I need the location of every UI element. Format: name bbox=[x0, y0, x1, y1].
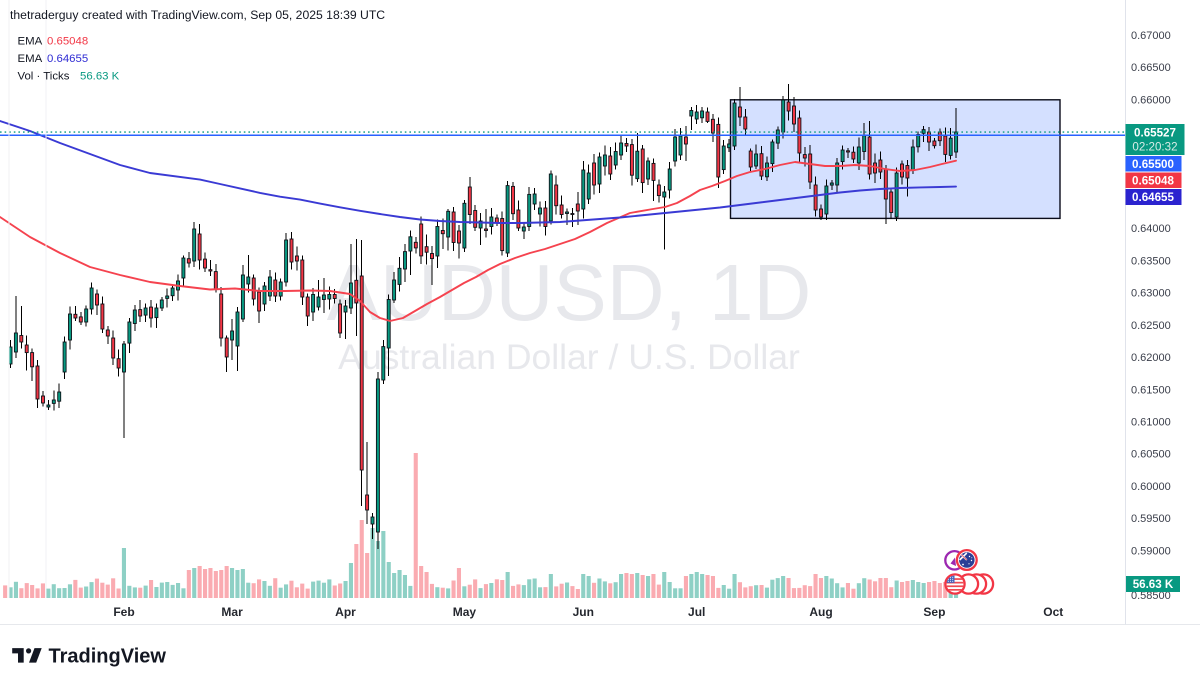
svg-text:Australian Dollar / U.S. Dolla: Australian Dollar / U.S. Dollar bbox=[338, 337, 800, 377]
svg-text:Oct: Oct bbox=[1043, 605, 1063, 619]
svg-text:0.63500: 0.63500 bbox=[1131, 255, 1171, 267]
svg-text:TradingView: TradingView bbox=[49, 646, 167, 668]
svg-text:AUDUSD, 1D: AUDUSD, 1D bbox=[327, 248, 812, 337]
svg-text:0.60500: 0.60500 bbox=[1131, 449, 1171, 461]
svg-text:Jun: Jun bbox=[573, 605, 594, 619]
svg-text:Aug: Aug bbox=[809, 605, 832, 619]
svg-text:0.66000: 0.66000 bbox=[1131, 94, 1171, 106]
svg-text:0.65500: 0.65500 bbox=[1132, 158, 1174, 171]
svg-text:Sep: Sep bbox=[923, 605, 945, 619]
svg-text:0.62000: 0.62000 bbox=[1131, 352, 1171, 364]
svg-text:0.60000: 0.60000 bbox=[1131, 481, 1171, 493]
svg-text:Feb: Feb bbox=[113, 605, 134, 619]
svg-text:0.64000: 0.64000 bbox=[1131, 223, 1171, 235]
svg-text:0.64655: 0.64655 bbox=[47, 53, 88, 65]
svg-text:56.63 K: 56.63 K bbox=[1133, 578, 1174, 591]
svg-text:0.67000: 0.67000 bbox=[1131, 30, 1171, 42]
svg-text:0.65527: 0.65527 bbox=[1134, 127, 1176, 140]
svg-text:0.63000: 0.63000 bbox=[1131, 288, 1171, 300]
svg-text:Apr: Apr bbox=[335, 605, 356, 619]
svg-text:May: May bbox=[453, 605, 477, 619]
svg-text:0.65048: 0.65048 bbox=[1132, 174, 1174, 187]
svg-text:thetraderguy created with Trad: thetraderguy created with TradingView.co… bbox=[10, 8, 385, 22]
svg-text:0.66500: 0.66500 bbox=[1131, 62, 1171, 74]
svg-text:0.61500: 0.61500 bbox=[1131, 384, 1171, 396]
svg-text:0.65048: 0.65048 bbox=[47, 36, 88, 48]
svg-text:0.62500: 0.62500 bbox=[1131, 320, 1171, 332]
svg-text:0.59000: 0.59000 bbox=[1131, 545, 1171, 557]
svg-text:Jul: Jul bbox=[688, 605, 705, 619]
svg-text:EMA: EMA bbox=[18, 53, 43, 65]
svg-text:0.64655: 0.64655 bbox=[1132, 191, 1174, 204]
svg-text:EMA: EMA bbox=[18, 36, 43, 48]
svg-text:02:20:32: 02:20:32 bbox=[1132, 141, 1177, 154]
svg-text:0.59500: 0.59500 bbox=[1131, 513, 1171, 525]
svg-text:56.63 K: 56.63 K bbox=[80, 71, 120, 83]
svg-text:Vol · Ticks: Vol · Ticks bbox=[18, 71, 70, 83]
svg-text:Mar: Mar bbox=[221, 605, 243, 619]
svg-text:0.61000: 0.61000 bbox=[1131, 417, 1171, 429]
svg-text:0.58500: 0.58500 bbox=[1131, 590, 1171, 602]
